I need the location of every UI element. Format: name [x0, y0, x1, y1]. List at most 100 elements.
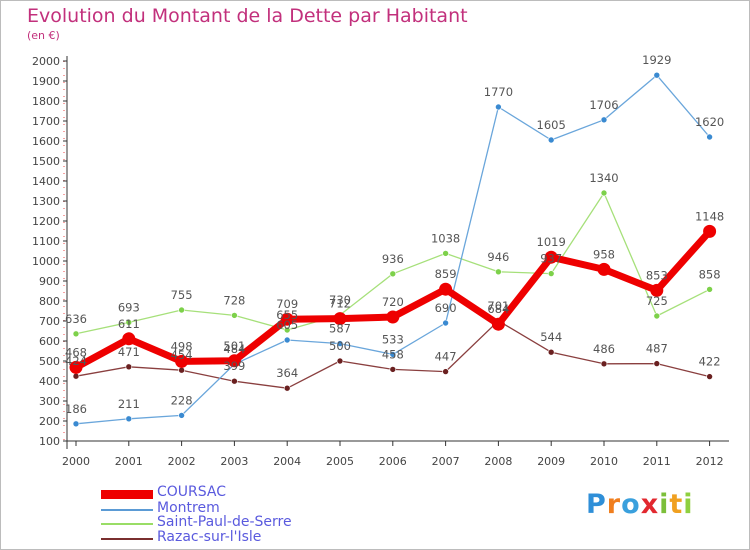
legend-swatch	[101, 490, 153, 499]
legend-swatch	[101, 509, 153, 511]
data-point	[495, 103, 502, 111]
logo-letter: i	[683, 489, 694, 520]
data-point	[283, 326, 291, 334]
data-label: 709	[276, 297, 298, 311]
data-point	[389, 270, 397, 278]
chart-unit: (en €)	[27, 29, 60, 42]
proxiti-logo: Proxiti	[586, 489, 694, 520]
data-point	[175, 354, 189, 368]
data-label: 454	[171, 348, 193, 362]
data-label: 720	[382, 295, 404, 309]
y-tick-label: 500	[39, 355, 60, 368]
data-point	[178, 366, 185, 374]
data-point	[442, 319, 449, 327]
y-tick-label: 1100	[32, 235, 60, 248]
legend-label: Saint-Paul-de-Serre	[157, 514, 292, 530]
data-label: 684	[487, 302, 509, 316]
data-point	[178, 412, 185, 419]
data-label: 701	[487, 299, 509, 313]
logo-letter: r	[606, 489, 622, 520]
logo-letter: x	[640, 489, 660, 520]
data-label: 501	[223, 339, 245, 353]
data-point	[495, 268, 502, 276]
data-point	[69, 360, 83, 374]
data-point	[706, 286, 713, 293]
data-point	[125, 363, 133, 371]
x-tick-label: 2011	[643, 455, 671, 468]
data-label: 1148	[695, 209, 724, 223]
data-label: 1706	[589, 98, 618, 112]
y-tick-label: 300	[39, 395, 60, 408]
data-point	[72, 372, 80, 380]
logo-letter: t	[669, 489, 684, 520]
data-point	[597, 262, 611, 276]
data-label: 1019	[537, 235, 566, 249]
y-tick-label: 900	[39, 275, 60, 288]
data-point	[72, 420, 80, 428]
data-point	[442, 250, 449, 257]
data-label: 587	[329, 322, 351, 336]
data-point	[178, 306, 185, 314]
data-point	[544, 250, 558, 264]
legend-swatch	[101, 538, 153, 540]
data-label: 399	[223, 359, 245, 373]
data-point	[231, 312, 238, 319]
chart-title: Evolution du Montant de la Dette par Hab…	[27, 5, 468, 27]
data-label: 186	[65, 402, 87, 416]
y-tick-label: 1200	[32, 215, 60, 228]
legend-label: Montrem	[157, 500, 220, 516]
data-point	[389, 366, 397, 373]
data-point	[600, 360, 608, 368]
logo-letter: i	[659, 489, 670, 520]
data-label: 693	[118, 300, 140, 314]
data-label: 1620	[695, 115, 724, 129]
x-tick-label: 2000	[62, 455, 90, 468]
legend-label: Razac-sur-l'Isle	[157, 529, 262, 545]
data-label: 946	[487, 250, 509, 264]
data-point	[122, 332, 136, 346]
data-label: 1770	[484, 85, 513, 99]
data-label: 936	[382, 252, 404, 266]
data-point	[600, 116, 608, 124]
data-point	[600, 189, 608, 197]
data-point	[125, 319, 133, 326]
data-label: 858	[699, 267, 721, 281]
x-tick-label: 2001	[115, 455, 143, 468]
data-label: 853	[646, 268, 668, 282]
data-label: 486	[593, 342, 615, 356]
x-tick-label: 2006	[379, 455, 407, 468]
data-point	[650, 283, 664, 297]
x-tick-label: 2003	[220, 455, 248, 468]
legend-swatch	[101, 523, 153, 525]
data-label: 468	[65, 345, 87, 359]
data-label: 487	[646, 342, 668, 356]
y-tick-label: 800	[39, 295, 60, 308]
x-tick-label: 2007	[432, 455, 460, 468]
y-tick-label: 1800	[32, 95, 60, 108]
data-label: 755	[171, 288, 193, 302]
data-label: 605	[276, 318, 298, 332]
y-tick-label: 600	[39, 335, 60, 348]
data-point	[125, 415, 133, 423]
x-tick-label: 2012	[696, 455, 724, 468]
data-label: 1038	[431, 231, 460, 245]
data-label: 544	[540, 330, 562, 344]
data-label: 958	[593, 247, 615, 261]
data-point	[491, 317, 505, 331]
y-tick-label: 200	[39, 415, 60, 428]
data-point	[706, 373, 713, 380]
data-label: 228	[171, 393, 193, 407]
y-tick-label: 1500	[32, 155, 60, 168]
data-label: 447	[435, 350, 457, 364]
y-tick-label: 2000	[32, 55, 60, 68]
y-tick-label: 1000	[32, 255, 60, 268]
data-point	[336, 340, 344, 347]
data-label: 859	[435, 267, 457, 281]
legend-label: COURSAC	[157, 484, 227, 500]
data-point	[706, 133, 713, 141]
data-label: 533	[382, 332, 404, 346]
data-label: 636	[65, 312, 87, 326]
data-label: 500	[329, 339, 351, 353]
